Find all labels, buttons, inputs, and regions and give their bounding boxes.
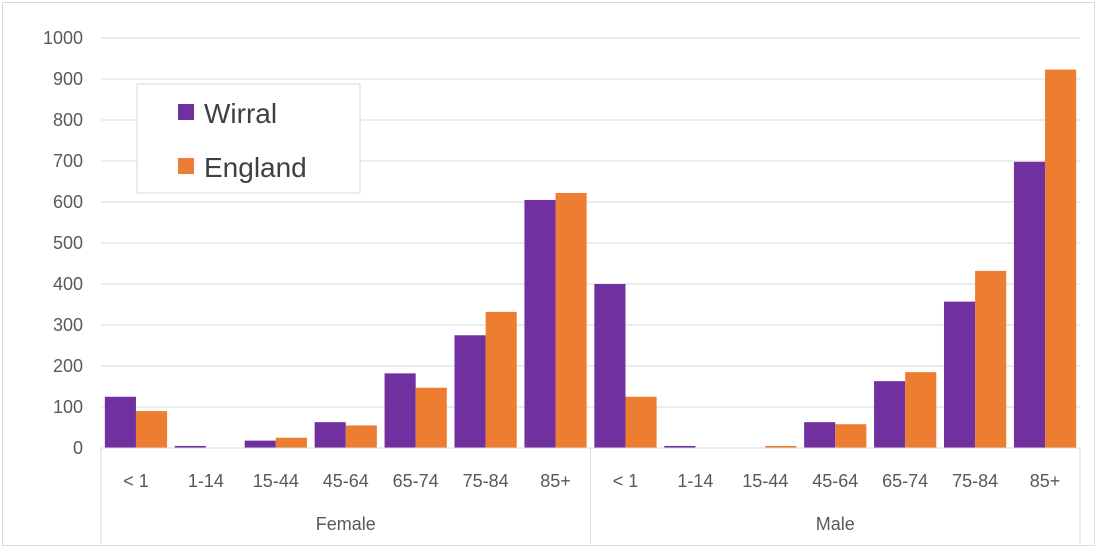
group-label-male: Male [816,514,855,534]
x-tick-label: 75-84 [463,471,509,491]
bar-england-3 [345,425,377,448]
bar-chart: 0 100 200 300 400 500 600 700 800 900 1000 < 1 1-14… [43,28,1081,544]
bar-wirral-11 [874,381,906,448]
legend-label-england: England [204,152,307,183]
x-tick-label: 75-84 [952,471,998,491]
y-tick-label: 0 [73,438,83,458]
bar-wirral-1 [174,445,206,448]
bar-wirral-10 [804,422,836,448]
bar-england-10 [835,424,867,448]
x-tick-label: 15-44 [253,471,299,491]
bar-wirral-7 [594,284,626,448]
y-tick-label: 700 [53,151,83,171]
y-tick-label: 100 [53,397,83,417]
x-tick-label: < 1 [613,471,639,491]
y-tick-label: 1000 [43,28,83,48]
bar-wirral-12 [943,301,976,448]
bar-wirral-5 [454,335,486,448]
bar-england-13 [1045,69,1077,448]
bar-england-11 [905,372,937,448]
x-tick-label: 65-74 [882,471,928,491]
y-tick-label: 400 [53,274,83,294]
y-tick-label: 500 [53,233,83,253]
x-tick-label: 1-14 [677,471,713,491]
bar-wirral-0 [104,396,136,448]
x-tick-label: < 1 [123,471,149,491]
y-tick-label: 900 [53,69,83,89]
bar-england-9 [765,445,797,448]
y-tick-label: 300 [53,315,83,335]
y-tick-label: 600 [53,192,83,212]
bar-england-4 [415,387,447,448]
bar-england-12 [975,270,1007,448]
bar-wirral-3 [314,422,346,448]
bar-wirral-4 [384,373,416,448]
bar-wirral-8 [664,445,696,448]
legend-box [136,83,361,194]
x-tick-label: 45-64 [812,471,858,491]
x-tick-label: 1-14 [188,471,224,491]
x-tick-label: 85+ [540,471,571,491]
bar-england-5 [485,311,517,448]
bar-england-2 [275,437,307,448]
bars [104,69,1077,448]
y-axis-ticks: 0 100 200 300 400 500 600 700 800 900 1000 [43,28,83,458]
bar-england-7 [625,396,657,448]
group-label-female: Female [316,514,376,534]
legend-swatch-wirral [178,104,194,120]
bar-wirral-6 [524,199,556,448]
x-tick-label: 85+ [1030,471,1061,491]
legend-swatch-england [178,158,194,174]
bar-england-6 [555,192,587,448]
bar-england-0 [135,411,168,448]
legend: Wirral England [136,83,361,194]
bar-wirral-13 [1013,161,1046,448]
bar-wirral-2 [244,440,276,448]
y-tick-label: 200 [53,356,83,376]
y-tick-label: 800 [53,110,83,130]
x-tick-label: 65-74 [393,471,439,491]
x-axis: < 1 1-14 15-44 45-64 65-74 75-84 85+ Female < 1 1… [100,447,1081,544]
x-tick-label: 45-64 [323,471,369,491]
legend-label-wirral: Wirral [204,98,277,129]
x-tick-label: 15-44 [742,471,788,491]
